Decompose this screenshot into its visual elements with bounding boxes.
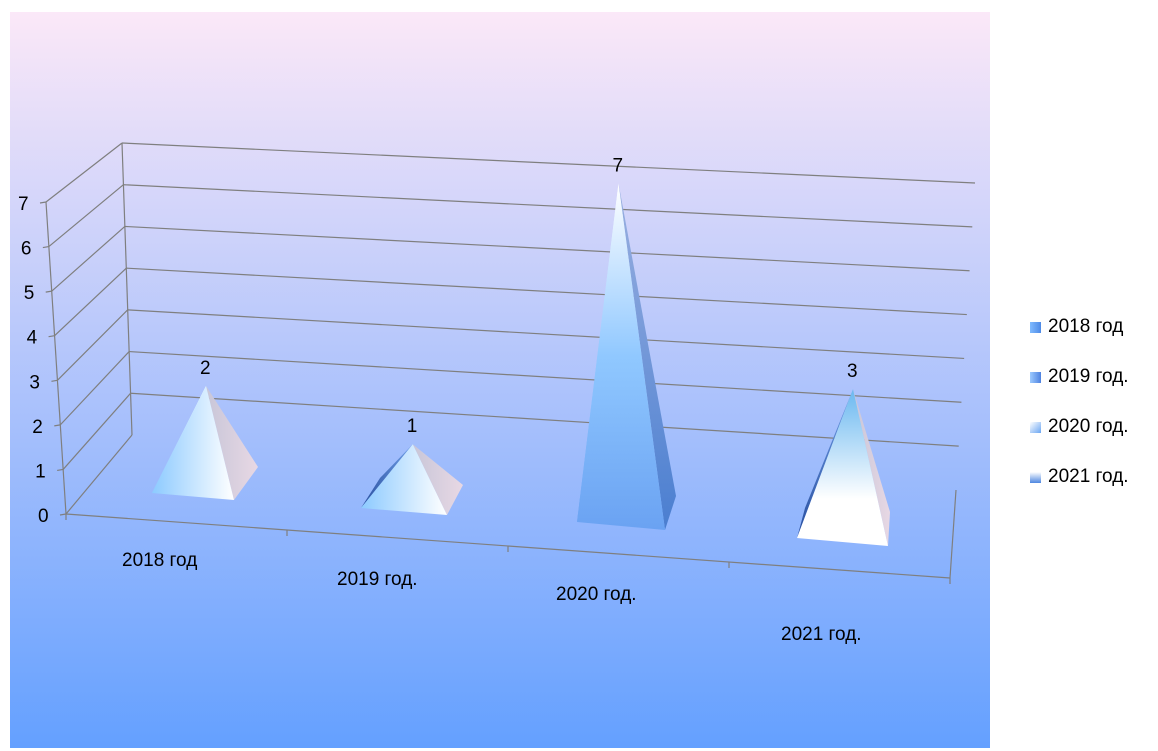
y-tick-label: 7 xyxy=(18,194,29,215)
pyramids xyxy=(152,183,890,546)
legend-item[interactable]: 2019 год. xyxy=(1030,352,1129,402)
side-gridline xyxy=(45,142,123,203)
x-tick-label: 2021 год. xyxy=(781,624,862,645)
side-gridline xyxy=(57,309,129,381)
pyramid-right-face xyxy=(618,183,676,530)
x-tick-label: 2018 год xyxy=(122,550,197,571)
back-gridline xyxy=(129,350,962,403)
pyramid-right-face xyxy=(853,389,890,546)
x-tick-label: 2020 год. xyxy=(556,584,637,605)
y-tick-label: 5 xyxy=(24,283,35,304)
y-tick-mark xyxy=(59,513,67,516)
chart-walls xyxy=(39,142,976,584)
back-gridline xyxy=(127,309,965,360)
side-gridline xyxy=(51,225,126,292)
pyramid-bar xyxy=(577,183,676,530)
side-gridline xyxy=(48,184,124,248)
pyramid-front-face xyxy=(797,389,888,546)
plot-background xyxy=(10,12,990,748)
legend-item[interactable]: 2021 год. xyxy=(1030,452,1129,502)
pyramid-left-face xyxy=(797,389,853,538)
legend-label: 2018 год xyxy=(1048,316,1124,337)
y-tick-label: 2 xyxy=(32,417,43,438)
back-left-edge xyxy=(121,142,133,436)
legend-swatch xyxy=(1030,471,1041,483)
legend-label: 2021 год. xyxy=(1048,466,1129,487)
data-label: 7 xyxy=(613,155,624,176)
data-label: 2 xyxy=(200,358,211,379)
y-tick-mark xyxy=(57,468,64,472)
x-tick-label: 2019 год. xyxy=(337,569,418,590)
pyramid-bar xyxy=(361,444,463,515)
pyramid-front-face xyxy=(361,444,447,515)
legend-label: 2019 год. xyxy=(1048,366,1129,387)
y-tick-mark xyxy=(45,290,52,293)
floor-right-edge xyxy=(949,489,957,579)
y-tick-mark xyxy=(48,335,55,338)
legend-swatch xyxy=(1030,321,1041,333)
back-gridline xyxy=(123,184,973,228)
data-label: 3 xyxy=(847,361,858,382)
side-gridline xyxy=(65,434,133,515)
y-tick-label: 0 xyxy=(38,506,49,527)
legend-swatch xyxy=(1030,371,1041,383)
back-gridline xyxy=(124,225,970,272)
y-tick-label: 3 xyxy=(29,372,40,393)
y-tick-mark xyxy=(42,245,49,249)
side-gridline xyxy=(62,392,132,470)
y-tick-mark xyxy=(51,379,58,382)
y-tick-mark xyxy=(54,424,61,427)
pyramid-bar xyxy=(152,385,258,500)
back-gridline xyxy=(130,392,959,447)
pyramid-front-face xyxy=(152,385,234,500)
pyramid-bar xyxy=(797,389,890,546)
y-tick-mark xyxy=(39,201,47,204)
legend-item[interactable]: 2018 год xyxy=(1030,302,1129,352)
y-tick-label: 6 xyxy=(21,239,32,260)
labels: 0 1 2 3 4 5 6 7 2018 год 2019 год. 2020 год. 2021 г… xyxy=(18,155,862,645)
y-tick-label: 1 xyxy=(35,461,46,482)
back-gridline xyxy=(121,142,976,184)
side-gridline xyxy=(54,267,127,337)
data-label: 1 xyxy=(407,416,418,437)
pyramid-right-face xyxy=(412,444,463,515)
legend-label: 2020 год. xyxy=(1048,416,1129,437)
y-tick-label: 4 xyxy=(27,328,38,349)
pyramid-right-face xyxy=(206,385,258,500)
legend-swatch xyxy=(1030,421,1041,433)
y-axis-line xyxy=(45,201,67,515)
legend: 2018 год 2019 год. 2020 год. 2021 год. xyxy=(1030,302,1129,502)
back-gridline xyxy=(126,267,967,316)
pyramid-front-face xyxy=(577,183,665,530)
legend-item[interactable]: 2020 год. xyxy=(1030,402,1129,452)
side-gridline xyxy=(59,351,130,426)
